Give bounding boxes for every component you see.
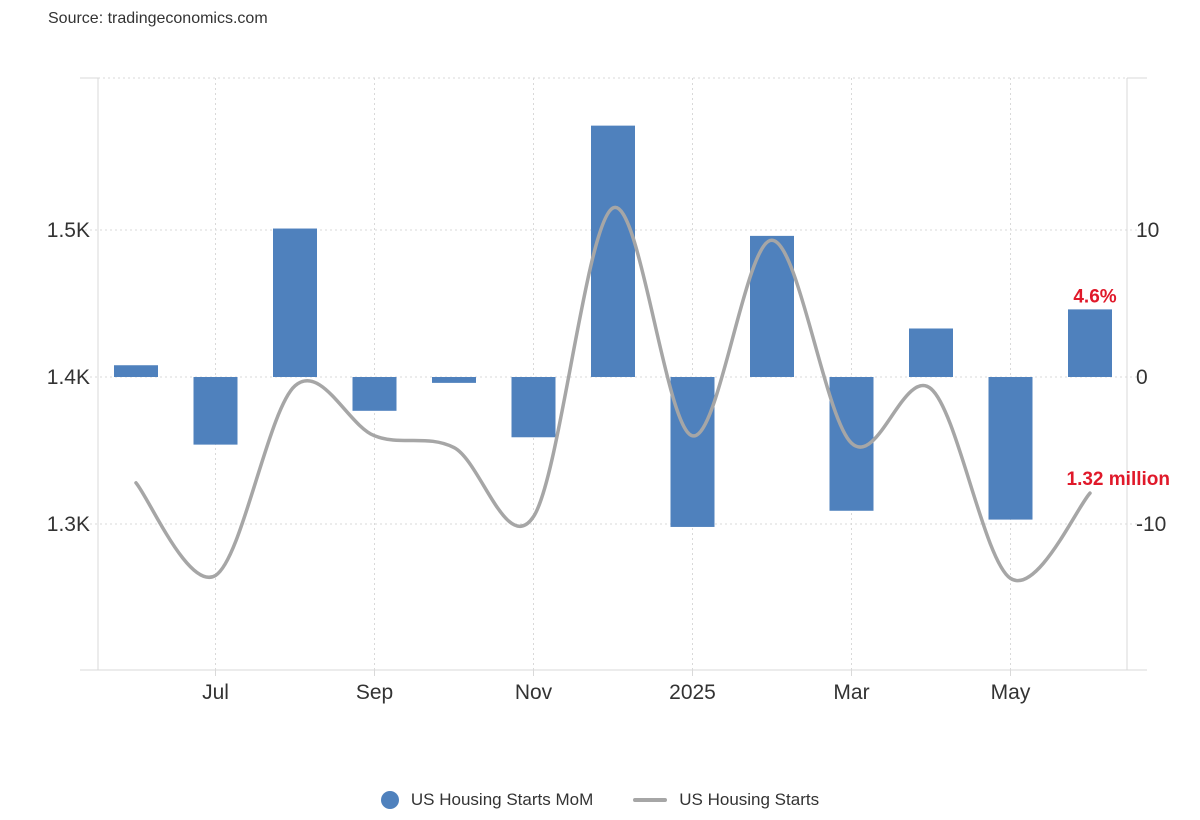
line-series (134, 206, 1092, 583)
annotation-starts-value: 1.32 million (1067, 469, 1170, 490)
bar (114, 365, 158, 377)
right-axis-label: 10 (1136, 219, 1159, 242)
annotations: 4.6% 1.32 million (1067, 286, 1170, 490)
bar (670, 377, 715, 527)
legend-line-swatch (633, 798, 668, 802)
left-axis-label: 1.3K (47, 513, 90, 536)
legend-item-mom[interactable]: US Housing Starts MoM (380, 790, 594, 810)
legend-label-starts: US Housing Starts (679, 790, 820, 809)
bar (909, 328, 953, 377)
bar (273, 228, 317, 377)
bar (988, 377, 1033, 520)
x-tick-label: Mar (833, 681, 869, 704)
x-tick-label: Jul (202, 681, 229, 704)
x-tick-label: Nov (515, 681, 553, 704)
right-axis-label: -10 (1136, 513, 1166, 536)
chart-canvas: Jul Sep Nov 2025 Mar May 1.3K 1.4K 1.5K -10 0 10 4.… (47, 77, 1170, 704)
bar-series (114, 125, 1112, 527)
grid-layer (80, 77, 1147, 676)
right-axis-label: 0 (1136, 366, 1148, 389)
bar (511, 377, 556, 438)
line-path (134, 206, 1092, 583)
bar (591, 125, 635, 377)
legend-bar-swatch (380, 791, 399, 809)
legend-item-starts[interactable]: US Housing Starts (633, 790, 819, 810)
source-label: Source: tradingeconomics.com (48, 10, 268, 27)
x-tick-label: Sep (356, 681, 393, 704)
left-axis-label: 1.5K (47, 219, 90, 242)
x-tick-label: May (991, 681, 1031, 704)
axis-labels: Jul Sep Nov 2025 Mar May 1.3K 1.4K 1.5K -10 0 10 (47, 219, 1167, 704)
bar (352, 377, 397, 411)
x-tick-label: 2025 (669, 681, 716, 704)
bar (432, 377, 476, 383)
legend: US Housing Starts MoM US Housing Starts (0, 790, 1200, 810)
legend-label-mom: US Housing Starts MoM (410, 790, 594, 809)
bar (193, 377, 238, 445)
annotation-mom-value: 4.6% (1073, 286, 1116, 307)
bar (1068, 309, 1112, 377)
left-axis-label: 1.4K (47, 366, 90, 389)
